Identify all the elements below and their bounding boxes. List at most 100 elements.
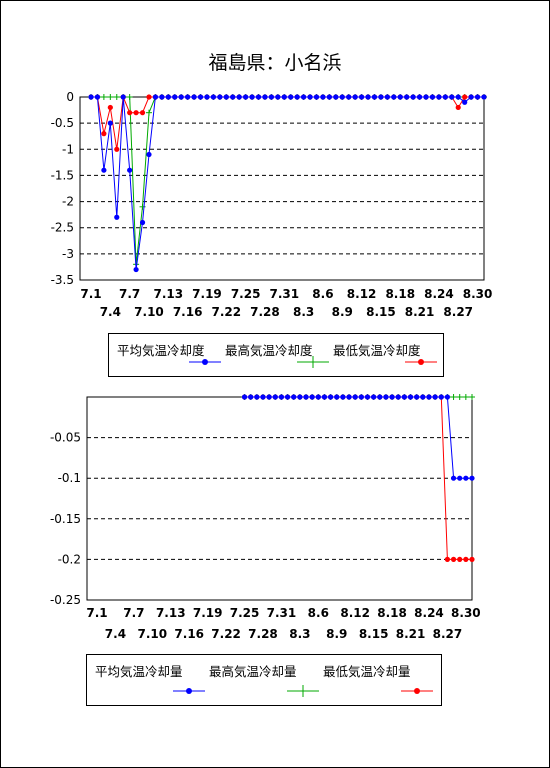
data-point <box>468 94 474 100</box>
data-point <box>432 394 438 400</box>
data-point <box>191 94 197 100</box>
data-point <box>462 99 468 105</box>
data-point <box>284 394 291 400</box>
x-tick-label-1: 8.9 <box>332 305 353 319</box>
data-point <box>241 394 248 400</box>
y-tick-label-2: -0.05 <box>50 431 81 445</box>
data-point <box>469 475 475 481</box>
data-point <box>389 394 395 400</box>
legend-markers-2 <box>173 685 433 697</box>
y-tick-label-1: -0.5 <box>51 116 74 130</box>
data-point <box>114 214 120 220</box>
data-point <box>371 94 378 100</box>
data-point <box>404 94 410 100</box>
y-tick-label-1: 0 <box>66 90 74 104</box>
data-point <box>334 394 340 400</box>
data-point <box>101 131 107 137</box>
x-tick-label-1: 8.21 <box>405 305 435 319</box>
data-point <box>288 94 294 100</box>
y-tick-label-1: -1.5 <box>51 168 74 182</box>
data-point <box>371 394 377 400</box>
data-point <box>346 394 352 400</box>
data-point <box>297 394 303 400</box>
x-tick-label-2: 8.12 <box>340 606 370 620</box>
x-tick-label-1: 7.31 <box>269 287 299 301</box>
x-tick-label-1: 8.3 <box>293 305 314 319</box>
data-point <box>410 94 416 100</box>
x-tick-label-2: 7.16 <box>174 627 204 641</box>
y-tick-label-1: -2 <box>62 195 74 209</box>
data-point <box>268 94 274 100</box>
data-point <box>340 394 346 400</box>
data-point <box>291 394 297 400</box>
data-point <box>139 219 146 226</box>
data-point <box>320 94 326 100</box>
y-tick-label-1: -3.5 <box>51 273 74 287</box>
data-point <box>107 120 113 126</box>
data-point <box>346 94 352 100</box>
data-point <box>352 394 358 400</box>
data-point <box>449 94 455 100</box>
data-point <box>397 94 403 100</box>
data-point <box>469 556 475 563</box>
series-avg-1 <box>88 94 487 273</box>
data-point <box>378 94 384 100</box>
data-point <box>352 94 358 100</box>
data-point <box>423 94 429 100</box>
data-point <box>377 394 383 400</box>
x-tick-label-2: 7.10 <box>138 627 168 641</box>
data-point <box>339 94 345 100</box>
data-point <box>236 94 242 100</box>
data-point <box>444 556 451 563</box>
y-tick-label-2: -0.2 <box>58 552 81 566</box>
data-point <box>463 556 469 563</box>
x-tick-label-1: 7.13 <box>154 287 184 301</box>
data-point <box>309 394 315 400</box>
data-point <box>133 266 139 273</box>
data-point <box>414 394 420 400</box>
x-tick-label-1: 7.28 <box>250 305 280 319</box>
data-point <box>275 94 281 100</box>
data-point <box>450 556 457 563</box>
data-point <box>217 94 223 100</box>
legend-marker-avg <box>186 688 192 694</box>
data-point <box>315 394 321 400</box>
data-point <box>101 167 107 173</box>
data-point <box>426 394 432 400</box>
data-point <box>416 94 423 100</box>
data-point <box>260 394 266 400</box>
data-point <box>326 94 332 100</box>
data-point <box>210 94 217 100</box>
data-point <box>383 394 389 400</box>
x-tick-label-1: 8.30 <box>463 287 493 301</box>
data-point <box>272 394 278 400</box>
plot-area-2 <box>86 396 473 601</box>
y-tick-label-1: -1 <box>62 142 74 156</box>
data-point <box>197 94 204 100</box>
legend-markers-1 <box>189 356 437 368</box>
data-point <box>303 394 309 400</box>
page-title: 福島県：小名浜 <box>208 52 342 74</box>
data-point <box>358 94 365 100</box>
x-tick-label-1: 8.18 <box>385 287 415 301</box>
data-point <box>152 94 159 100</box>
legend-cooling-amount: 平均気温冷却量 最高気温冷却量 最低気温冷却量 <box>86 654 442 706</box>
x-tick-label-2: 8.27 <box>433 627 463 641</box>
data-point <box>255 94 262 100</box>
x-tick-label-2: 8.21 <box>396 627 426 641</box>
data-point <box>463 475 469 481</box>
x-tick-label-2: 7.28 <box>248 627 278 641</box>
data-point <box>474 94 481 100</box>
data-point <box>307 94 313 100</box>
data-point <box>172 94 178 100</box>
x-tick-label-1: 7.19 <box>192 287 222 301</box>
x-tick-label-2: 8.18 <box>377 606 407 620</box>
data-point <box>457 475 463 481</box>
data-point <box>281 94 287 100</box>
data-point <box>254 394 260 400</box>
data-point <box>438 394 444 400</box>
data-point <box>223 94 229 100</box>
x-tick-label-2: 8.6 <box>308 606 329 620</box>
legend-label-avg: 平均気温冷却量 <box>95 664 183 679</box>
y-tick-label-2: -0.1 <box>58 471 81 485</box>
